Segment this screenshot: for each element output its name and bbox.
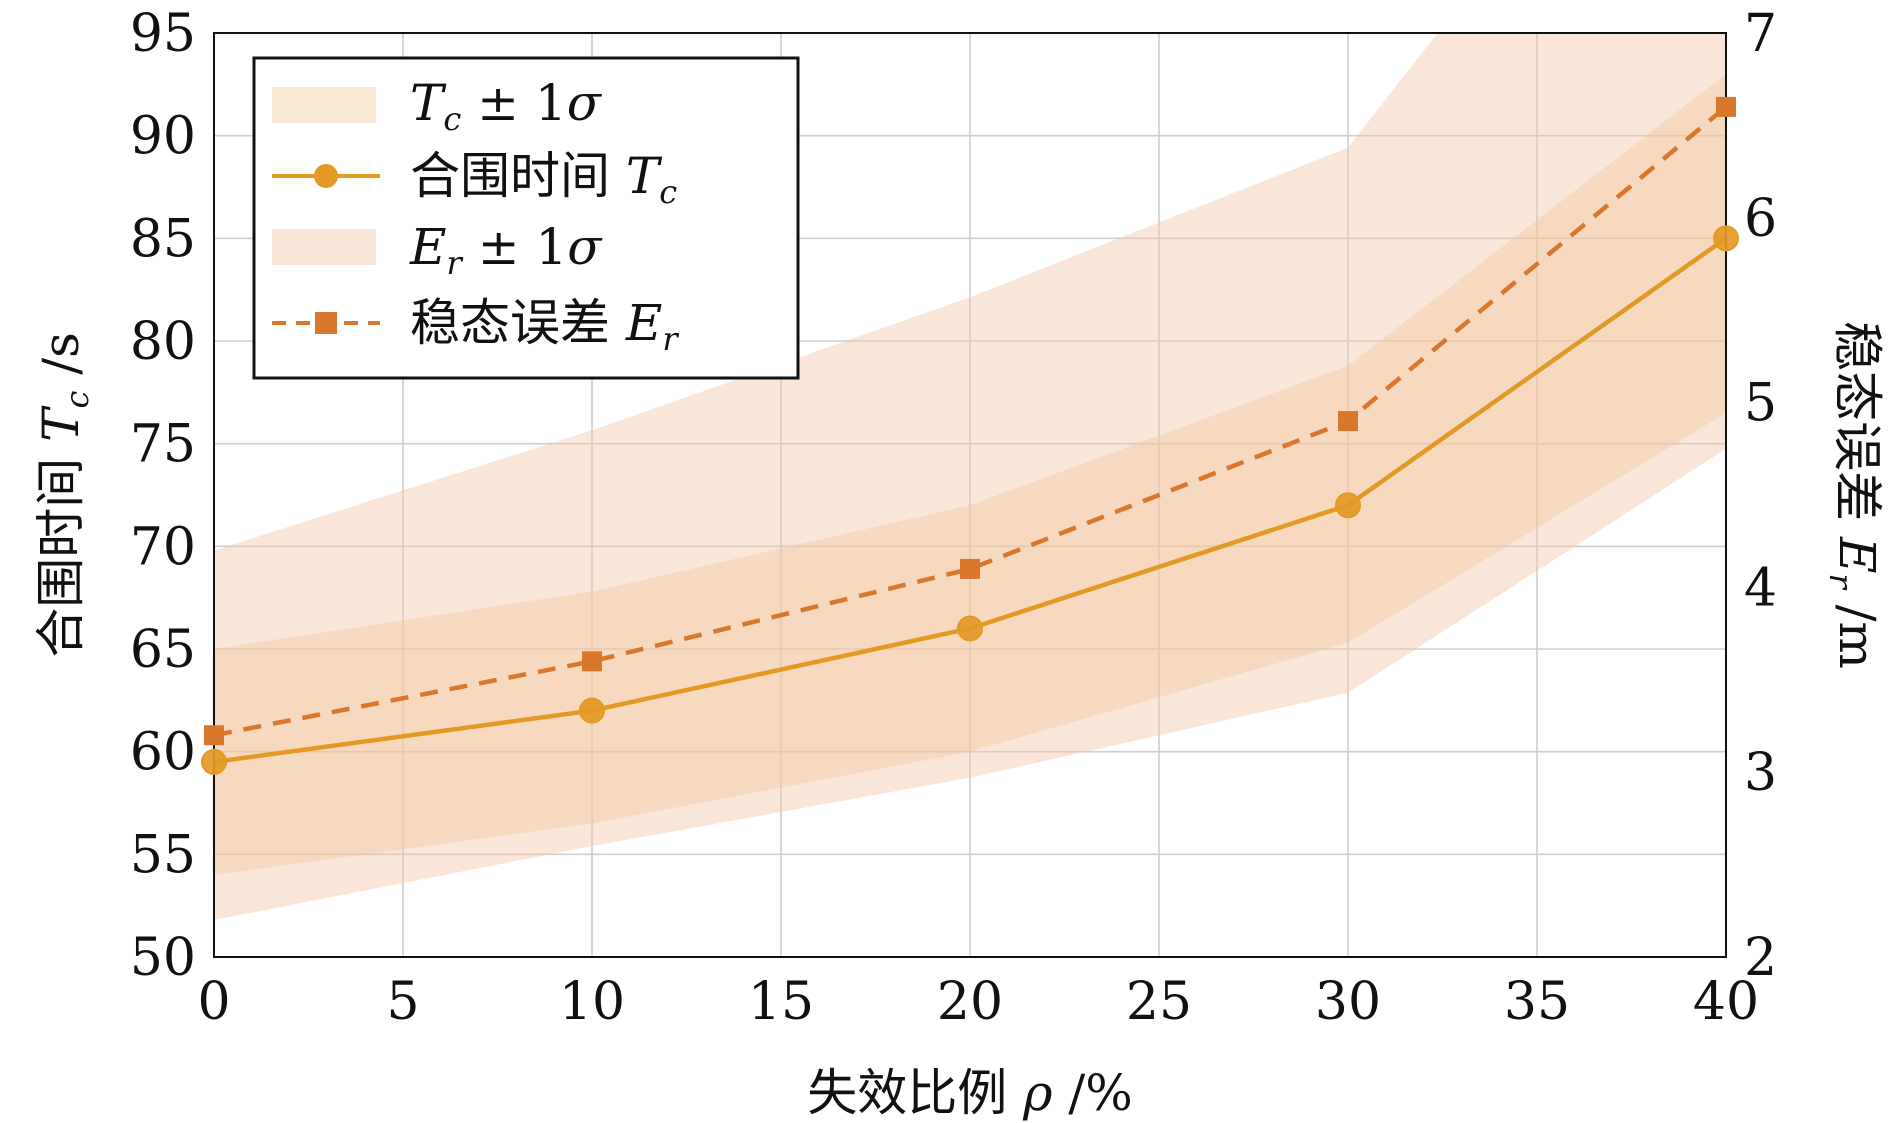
legend: Tc ± 1σ 合围时间 Tc Er ± 1σ 稳态误差 Er [252, 56, 800, 380]
y-left-tick-label-70: 70 [130, 517, 196, 577]
x-axis-title: 失效比例 ρ /% [807, 1064, 1133, 1122]
point-tc-40 [1713, 225, 1739, 252]
ticks-layer: 0 5 10 15 20 25 30 35 40 50 55 60 65 70 75 80 85 90 95 2 3 4 5… [130, 4, 1777, 1032]
x-tick-label-30: 30 [1315, 972, 1381, 1032]
legend-item-er-band: Er ± 1σ [272, 218, 603, 282]
y-right-tick-label-2: 2 [1744, 928, 1777, 988]
y-axis-left-title: 合围时间 Tc /s [32, 332, 96, 658]
y-right-tick-label-5: 5 [1744, 374, 1777, 434]
point-tc-10 [579, 697, 605, 724]
y-left-tick-label-55: 55 [130, 825, 196, 885]
point-tc-30 [1335, 492, 1361, 519]
x-tick-label-25: 25 [1126, 972, 1192, 1032]
x-tick-label-20: 20 [937, 972, 1003, 1032]
legend-item-er-line: 稳态误差 Er [272, 294, 679, 358]
legend-item-tc-band: Tc ± 1σ [272, 74, 603, 138]
x-tick-label-5: 5 [386, 972, 419, 1032]
y-right-tick-label-7: 7 [1744, 4, 1777, 64]
point-er-30 [1338, 411, 1358, 432]
x-axis-title-main: 失效比例 [807, 1064, 1023, 1122]
legend-marker-er [315, 312, 337, 334]
y-left-tick-label-50: 50 [130, 928, 196, 988]
y-right-tick-label-3: 3 [1744, 743, 1777, 803]
markers-layer [201, 96, 1739, 775]
x-axis-title-unit: /% [1053, 1064, 1133, 1122]
point-tc-20 [957, 615, 983, 642]
plot-frame [213, 32, 1727, 958]
y-left-tick-label-60: 60 [130, 723, 196, 783]
point-er-10 [582, 651, 602, 672]
y-left-tick-label-65: 65 [130, 620, 196, 680]
legend-item-tc-line: 合围时间 Tc [272, 147, 677, 211]
y-right-tick-label-4: 4 [1744, 558, 1777, 618]
band-tc [214, 74, 1726, 875]
point-er-40 [1716, 96, 1736, 117]
x-axis-title-rho: ρ [1022, 1064, 1053, 1122]
legend-marker-tc [314, 164, 338, 188]
legend-swatch-er-band [272, 229, 376, 265]
y-left-tick-label-85: 85 [130, 209, 196, 269]
x-tick-label-35: 35 [1504, 972, 1570, 1032]
y-left-tick-label-95: 95 [130, 4, 196, 64]
point-er-20 [960, 558, 980, 579]
y-left-tick-label-75: 75 [130, 415, 196, 475]
legend-swatch-tc-band [272, 87, 376, 123]
x-tick-label-40: 40 [1693, 972, 1759, 1032]
x-tick-label-0: 0 [197, 972, 230, 1032]
x-tick-label-10: 10 [559, 972, 625, 1032]
y-left-tick-label-80: 80 [130, 312, 196, 372]
svg-text:Er ± 1σ: Er ± 1σ [409, 218, 603, 282]
y-axis-right-title: 稳态误差 Er /m [1822, 321, 1886, 669]
series-line-er [214, 105, 1726, 738]
point-tc-0 [201, 748, 227, 775]
svg-text:Tc ± 1σ: Tc ± 1σ [410, 74, 603, 138]
x-tick-label-15: 15 [748, 972, 814, 1032]
svg-text:合围时间 Tc: 合围时间 Tc [410, 147, 677, 211]
point-er-0 [204, 725, 224, 746]
y-left-tick-label-90: 90 [130, 107, 196, 167]
svg-text:稳态误差 Er: 稳态误差 Er [410, 294, 679, 358]
y-right-tick-label-6: 6 [1744, 189, 1777, 249]
